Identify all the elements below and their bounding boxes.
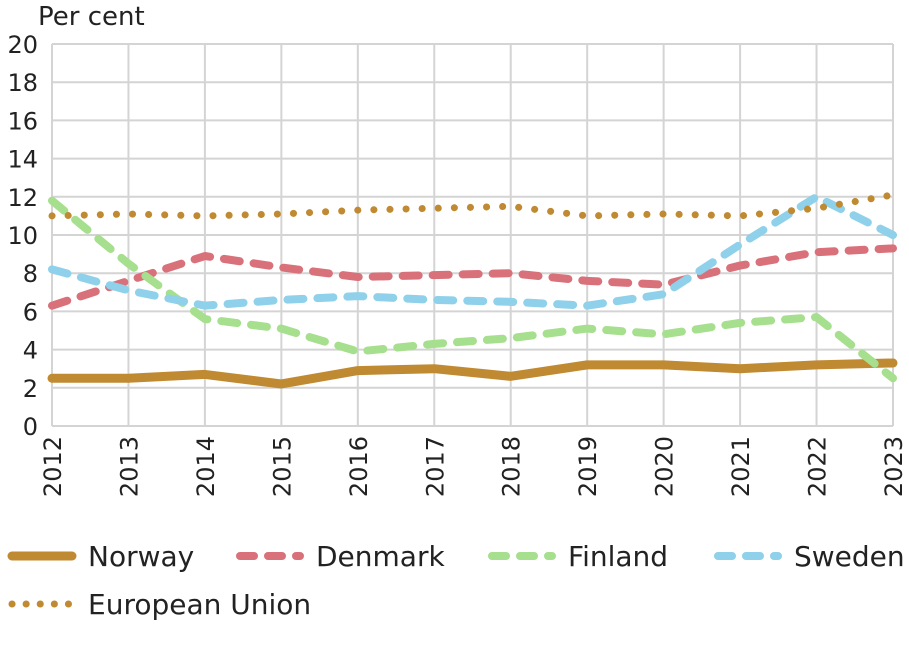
x-tick-label: 2012 bbox=[39, 436, 67, 497]
legend-label-european-union: European Union bbox=[88, 588, 311, 621]
y-tick-label: 18 bbox=[7, 69, 38, 97]
y-tick-label: 4 bbox=[23, 337, 38, 365]
y-tick-label: 16 bbox=[7, 107, 38, 135]
series-line-norway bbox=[47, 358, 898, 389]
series-line-finland bbox=[48, 196, 897, 383]
x-tick-label: 2019 bbox=[574, 436, 602, 497]
legend: Norway Denmark Finland Sweden European Union bbox=[7, 540, 905, 621]
legend-label-sweden: Sweden bbox=[794, 540, 905, 573]
x-tick-label: 2013 bbox=[115, 436, 143, 497]
y-tick-label: 20 bbox=[7, 31, 38, 59]
y-tick-label: 10 bbox=[7, 222, 38, 250]
series-line-denmark bbox=[48, 244, 897, 310]
x-tick-label: 2020 bbox=[651, 436, 679, 497]
x-tick-label: 2015 bbox=[268, 436, 296, 497]
y-tick-label: 2 bbox=[23, 375, 38, 403]
series-line-sweden bbox=[48, 192, 897, 310]
y-tick-label: 0 bbox=[23, 413, 38, 441]
x-tick-label: 2016 bbox=[345, 436, 373, 497]
y-tick-label: 14 bbox=[7, 146, 38, 174]
series-line-european-union bbox=[48, 191, 897, 220]
y-tick-label: 8 bbox=[23, 260, 38, 288]
y-tick-label: 12 bbox=[7, 184, 38, 212]
x-tick-label: 2023 bbox=[880, 436, 908, 497]
x-tick-label: 2018 bbox=[498, 436, 526, 497]
unit-label: Per cent bbox=[38, 2, 145, 32]
axis-layer: 0 2 4 6 8 10 12 14 16 18 20 2012 2013 2014 2015 2016 201… bbox=[7, 31, 908, 497]
series-layer bbox=[47, 191, 898, 389]
y-tick-label: 6 bbox=[23, 298, 38, 326]
x-tick-label: 2022 bbox=[804, 436, 832, 497]
legend-label-norway: Norway bbox=[88, 540, 194, 573]
x-tick-label: 2014 bbox=[192, 436, 220, 497]
x-tick-label: 2017 bbox=[421, 436, 449, 497]
legend-label-finland: Finland bbox=[568, 540, 668, 573]
x-tick-label: 2021 bbox=[727, 436, 755, 497]
legend-label-denmark: Denmark bbox=[316, 540, 445, 573]
